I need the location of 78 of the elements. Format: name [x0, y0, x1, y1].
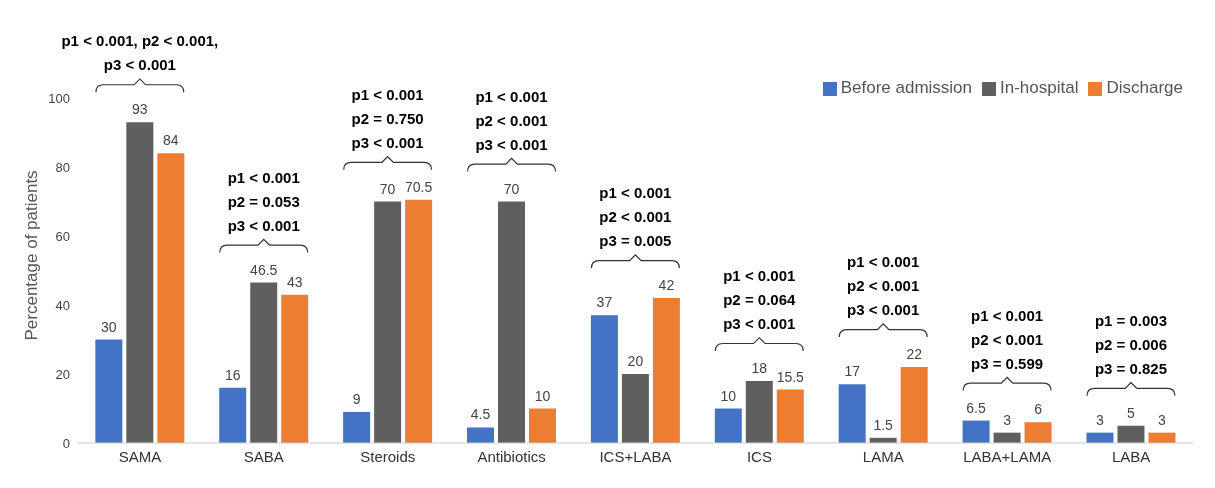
bar — [157, 153, 185, 443]
data-label: 1.5 — [873, 416, 894, 433]
bar — [95, 339, 123, 443]
bar — [776, 389, 804, 443]
data-label: 17 — [844, 363, 861, 380]
x-tick-label: Antibiotics — [477, 447, 546, 465]
bar — [1024, 422, 1052, 443]
bar — [621, 374, 649, 443]
data-label: 84 — [163, 132, 179, 149]
text: p1 < 0.001, p2 < 0.001, p3 < 0.001 — [61, 32, 219, 74]
y-axis-title: Percentage of patients — [22, 170, 42, 341]
data-label: 5 — [1127, 404, 1136, 421]
annotation: p1 < 0.001 p2 < 0.001 p3 < 0.001 — [847, 253, 920, 319]
x-tick-label: ICS+LABA — [599, 447, 672, 465]
annotation: p1 < 0.001 p2 < 0.001 p3 = 0.005 — [599, 184, 672, 250]
bar — [652, 298, 680, 443]
bar — [343, 411, 371, 443]
bar — [745, 380, 773, 443]
data-label: 6 — [1034, 401, 1043, 418]
data-label: 70.5 — [405, 178, 433, 195]
data-label: 10 — [720, 387, 737, 404]
y-tick-label: 0 — [62, 435, 70, 451]
data-label: 4.5 — [470, 406, 491, 423]
x-tick-label: SAMA — [118, 447, 162, 465]
annotation: p1 < 0.001 p2 = 0.053 p3 < 0.001 — [227, 168, 300, 234]
bar — [250, 282, 278, 443]
data-label: 15.5 — [776, 368, 805, 385]
y-tick-label: 100 — [48, 90, 70, 106]
bar — [126, 122, 154, 443]
legend-label: Before admission — [840, 78, 973, 97]
bar — [714, 408, 742, 443]
data-label: 3 — [1096, 411, 1105, 428]
bar — [962, 420, 990, 443]
bar — [219, 387, 247, 443]
data-label: 42 — [658, 277, 675, 294]
data-label: 30 — [101, 318, 117, 335]
bar — [590, 315, 618, 443]
data-label: 93 — [132, 101, 148, 118]
data-label: 9 — [352, 390, 361, 407]
data-label: 46.5 — [250, 261, 278, 278]
y-tick-label: 40 — [55, 297, 70, 313]
bar — [498, 201, 526, 443]
x-tick-label: LAMA — [862, 447, 904, 465]
data-label: 18 — [751, 359, 768, 376]
data-label: 20 — [627, 353, 644, 369]
bar — [900, 367, 928, 443]
data-label: 43 — [286, 273, 303, 290]
annotation: p1 < 0.001 p2 < 0.001 p3 = 0.599 — [971, 306, 1044, 372]
x-tick-label: ICS — [746, 447, 772, 465]
bar — [1117, 425, 1145, 443]
y-tick-label: 80 — [55, 159, 70, 175]
annotation: p1 < 0.001 p2 = 0.750 p3 < 0.001 — [351, 85, 424, 151]
data-label: 70 — [503, 180, 520, 197]
data-label: 6.5 — [966, 399, 987, 416]
bar — [405, 199, 433, 443]
x-tick-label: LABA — [1111, 447, 1151, 465]
data-label: 22 — [906, 346, 923, 363]
legend-label: In-hospital — [1000, 78, 1079, 97]
x-tick-label: Steroids — [360, 447, 416, 465]
legend-label: Discharge — [1106, 78, 1183, 97]
data-label: 3 — [1003, 411, 1012, 428]
bar — [374, 201, 402, 443]
annotation: p1 = 0.003 p2 = 0.006 p3 = 0.825 — [1094, 311, 1168, 377]
y-tick-label: 60 — [55, 228, 70, 244]
y-tick-label: 20 — [55, 366, 70, 382]
x-tick-label: SABA — [243, 447, 284, 465]
data-label: 3 — [1158, 411, 1167, 428]
bar — [529, 408, 557, 443]
x-tick-label: LABA+LAMA — [963, 447, 1052, 465]
annotation: p1 < 0.001 p2 = 0.064 p3 < 0.001 — [723, 266, 797, 332]
annotation: p1 < 0.001 p2 < 0.001 p3 < 0.001 — [475, 87, 548, 153]
data-label: 70 — [379, 180, 396, 197]
data-label: 16 — [224, 366, 241, 383]
bar — [838, 384, 866, 443]
bar — [467, 427, 495, 443]
data-label: 10 — [534, 387, 551, 404]
data-label: 37 — [596, 294, 613, 311]
bar — [281, 294, 309, 443]
